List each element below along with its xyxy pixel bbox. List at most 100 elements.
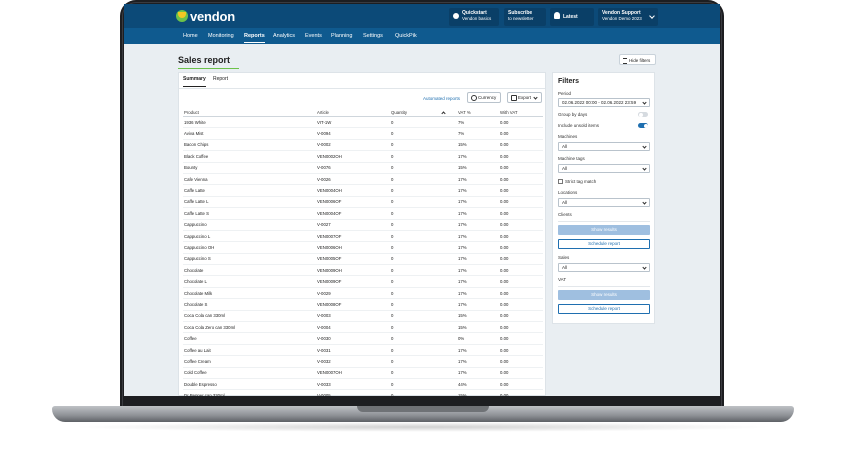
table-row[interactable]: Aviva Mist V-0094 0 7% 0.00 [183, 127, 543, 140]
quantity-cell: 0 [390, 162, 457, 174]
product-cell: Black Coffee [183, 150, 316, 163]
machine-tags-value: All [562, 166, 568, 171]
col-with-vat[interactable]: With VAT [499, 109, 543, 117]
machine-tags-select[interactable]: All [558, 164, 650, 173]
article-cell: VEN0002OH [316, 150, 390, 163]
nav-settings[interactable]: Settings [363, 33, 383, 39]
col-vat[interactable]: VAT % [457, 109, 499, 117]
table-row[interactable]: Chocolate L VEN0009OF 0 17% 0.00 [183, 275, 543, 288]
col-product[interactable]: Product [183, 109, 316, 117]
hide-filters-button[interactable]: Hide filters [619, 54, 656, 65]
chevron-down-icon [642, 265, 647, 270]
quantity-cell: 0 [390, 116, 457, 129]
table-row[interactable]: Bacon Chips V-0002 0 15% 0.00 [183, 139, 543, 152]
user-menu[interactable]: Vendon Support Vendon Demo 2023 [598, 8, 658, 26]
export-button[interactable]: Export [507, 92, 542, 103]
vat-cell: 17% [457, 173, 499, 186]
table-row[interactable]: Cold Coffee VEN0007OH 0 17% 0.00 [183, 367, 543, 380]
table-row[interactable]: 1936 White VIT-1W 0 7% 0.00 [183, 116, 543, 129]
table-row[interactable]: Bounty V-0076 0 15% 0.00 [183, 162, 543, 174]
product-cell: Aviva Mist [183, 127, 316, 140]
vat-cell: 17% [457, 264, 499, 277]
nav-planning[interactable]: Planning [331, 33, 353, 39]
nav-events[interactable]: Events [305, 33, 322, 39]
article-cell: V-0031 [316, 344, 390, 357]
strict-tag-match-checkbox[interactable] [558, 179, 563, 184]
with-vat-cell: 0.00 [499, 344, 543, 357]
tab-report[interactable]: Report [213, 76, 229, 82]
quickstart-title: Quickstart [462, 10, 487, 16]
table-header-row: Product Article Quantity VAT % With VAT [183, 109, 543, 117]
table-row[interactable]: Coffee Cream V-0032 0 17% 0.00 [183, 355, 543, 368]
locations-select[interactable]: All [558, 198, 650, 207]
schedule-report-button[interactable]: Schedule report [558, 239, 650, 249]
vat-cell: 44% [457, 378, 499, 391]
strict-tag-match-label: Strict tag match [565, 179, 597, 184]
col-article[interactable]: Article [316, 109, 390, 117]
include-unsold-toggle[interactable] [638, 123, 648, 128]
table-row[interactable]: Caffe Latte S VEN0004OF 0 17% 0.00 [183, 207, 543, 220]
quantity-cell: 0 [390, 389, 457, 396]
product-cell: Chocolate L [183, 275, 316, 288]
table-row[interactable]: Coffee au Lait V-0031 0 17% 0.00 [183, 344, 543, 357]
chevron-down-icon [533, 95, 538, 100]
table-row[interactable]: Double Espresso V-0033 0 44% 0.00 [183, 378, 543, 391]
table-row[interactable]: Chocolate S VEN0008OF 0 17% 0.00 [183, 298, 543, 311]
machines-label: Machines [558, 134, 578, 139]
table-row[interactable]: Cafe Vienna V-0026 0 17% 0.00 [183, 173, 543, 186]
article-cell: VEN0009OF [316, 275, 390, 288]
laptop-notch [357, 406, 489, 412]
table-row[interactable]: Cappuccino OH VEN0006OH 0 17% 0.00 [183, 241, 543, 254]
quantity-cell: 0 [390, 150, 457, 163]
quantity-cell: 0 [390, 298, 457, 311]
with-vat-cell: 0.00 [499, 332, 543, 345]
nav-quickpik[interactable]: QuickPik [395, 33, 417, 39]
automated-reports-link[interactable]: Automated reports [423, 96, 461, 101]
vat-cell: 17% [457, 287, 499, 300]
table-row[interactable]: Black Coffee VEN0002OH 0 17% 0.00 [183, 150, 543, 163]
sales-select[interactable]: All [558, 263, 650, 272]
table-row[interactable]: Cappuccino S VEN0005OF 0 17% 0.00 [183, 253, 543, 266]
chevron-down-icon [642, 200, 647, 205]
article-cell: V-0004 [316, 321, 390, 334]
quickstart-button[interactable]: Quickstart Vendon basics [449, 8, 499, 26]
table-row[interactable]: Dr Pepper can 330ml V-0005 0 15% 0.00 [183, 389, 543, 396]
nav-reports[interactable]: Reports [244, 28, 265, 44]
table-row[interactable]: Coffee V-0030 0 0% 0.00 [183, 332, 543, 345]
table-row[interactable]: Cappuccino V-0027 0 17% 0.00 [183, 219, 543, 231]
table-row[interactable]: Caffe Latte VEN0004OH 0 17% 0.00 [183, 184, 543, 197]
machines-select[interactable]: All [558, 142, 650, 151]
quantity-cell: 0 [390, 219, 457, 231]
table-row[interactable]: Cappuccino L VEN0007OF 0 17% 0.00 [183, 230, 543, 243]
product-cell: Cappuccino OH [183, 241, 316, 254]
table-row[interactable]: Chocolate VEN0009OH 0 17% 0.00 [183, 264, 543, 277]
product-cell: Chocolate S [183, 298, 316, 311]
nav-home[interactable]: Home [183, 33, 198, 39]
article-cell: V-0027 [316, 219, 390, 231]
col-quantity[interactable]: Quantity [390, 109, 457, 117]
vendon-logo[interactable]: vendon [176, 7, 235, 25]
tab-summary[interactable]: Summary [183, 76, 206, 87]
nav-analytics[interactable]: Analytics [273, 33, 296, 39]
period-input[interactable]: 02.06.2022 00:00 - 02.06.2022 23:59 [558, 98, 650, 107]
machine-tags-label: Machine tags [558, 156, 585, 161]
table-row[interactable]: Caffe Latte L VEN0006OF 0 17% 0.00 [183, 196, 543, 209]
table-row[interactable]: Coca Cola Zero can 330ml V-0004 0 15% 0.00 [183, 321, 543, 334]
subscribe-button[interactable]: Subscribe to newsletter [504, 8, 546, 26]
product-cell: Coca Cola Zero can 330ml [183, 321, 316, 334]
article-cell: VEN0006OH [316, 241, 390, 254]
nav-monitoring[interactable]: Monitoring [208, 33, 234, 39]
latest-news-button[interactable]: Latest news [550, 8, 594, 34]
table-row[interactable]: Coca Cola can 330ml V-0003 0 15% 0.00 [183, 310, 543, 323]
show-results-button-2[interactable]: Show results [558, 290, 650, 300]
vat-cell: 0% [457, 332, 499, 345]
article-cell: VEN0004OF [316, 207, 390, 220]
with-vat-cell: 0.00 [499, 196, 543, 209]
currency-label: Currency [478, 95, 497, 100]
table-row[interactable]: Chocolate Milk V-0029 0 17% 0.00 [183, 287, 543, 300]
show-results-button[interactable]: Show results [558, 225, 650, 235]
group-by-days-toggle[interactable] [638, 112, 648, 117]
with-vat-cell: 0.00 [499, 184, 543, 197]
schedule-report-button-2[interactable]: Schedule report [558, 304, 650, 314]
currency-button[interactable]: Currency [467, 92, 501, 103]
